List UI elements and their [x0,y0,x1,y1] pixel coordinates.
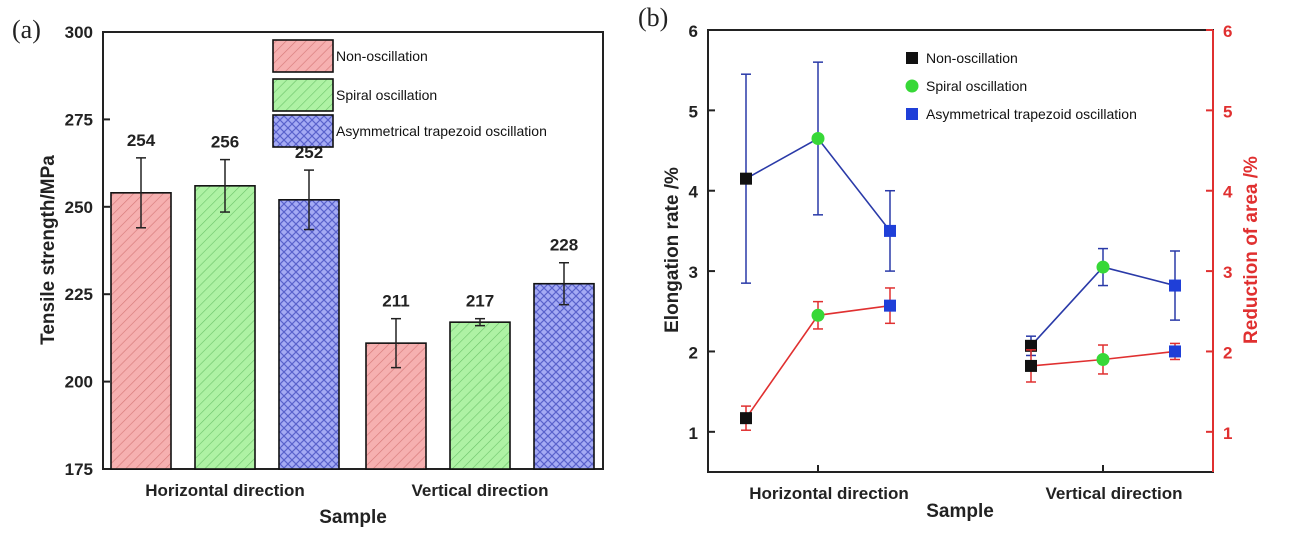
y-tick-label: 200 [65,373,93,392]
legend-label: Spiral oscillation [336,87,437,103]
chart-a-x-title: Sample [319,507,387,528]
reduction-of-area-point [740,412,752,425]
legend-label: Spiral oscillation [926,78,1027,94]
bar [194,185,256,470]
reduction-of-area-point [811,308,825,322]
x-category-label: Vertical direction [1046,484,1183,503]
elongation-point [740,172,752,185]
data-label: 256 [211,133,239,152]
legend-label: Asymmetrical trapezoid oscillation [926,106,1137,122]
chart-b-legend: Non-oscillation Spiral oscillation Asymmet… [905,50,1137,122]
y-tick-label: 1 [689,424,698,443]
y-right-tick-label: 2 [1223,343,1232,362]
data-label: 228 [550,236,578,255]
bar [449,321,511,470]
y-tick-label: 6 [689,22,698,41]
bar [110,192,172,470]
legend-marker [906,108,918,120]
elongation-point [1096,260,1110,274]
y-tick-label: 4 [689,183,699,202]
chart-b-y-axis: 1 2 3 4 5 6 [689,22,715,443]
reduction-of-area-point [1096,352,1110,366]
chart-b-x-title: Sample [926,501,994,522]
data-label: 254 [127,131,156,150]
chart-b-frame [707,29,1214,473]
legend-marker [906,52,918,64]
chart-b-y-right-title: Reduction of area /% [1241,156,1262,344]
y-right-tick-label: 6 [1223,22,1232,41]
y-right-tick-label: 5 [1223,102,1232,121]
chart-a-y-axis: 175 200 225 250 275 300 [65,23,110,479]
reduction-of-area-point [1169,345,1181,358]
legend-label: Non-oscillation [336,48,428,64]
chart-a: 175 200 225 250 275 300 254 256 252 211 217 228 Ho… [38,23,604,528]
reduction-of-area-point [884,299,896,312]
chart-b-x-axis: Horizontal direction Vertical direction [749,465,1183,503]
chart-b-y-axis-right: 1 2 3 4 5 6 [1206,22,1233,472]
chart-a-frame [102,31,604,470]
elongation-point [1169,279,1181,292]
y-tick-label: 175 [65,460,93,479]
y-right-tick-label: 3 [1223,263,1232,282]
y-tick-label: 2 [689,343,698,362]
x-category-label: Horizontal direction [145,481,305,500]
legend-marker [905,79,919,93]
elongation-point [1025,339,1037,352]
y-right-tick-label: 4 [1223,183,1233,202]
chart-a-bars: 254 256 252 211 217 228 [110,131,595,470]
chart-a-y-title: Tensile strength/MPa [38,155,59,345]
y-tick-label: 3 [689,263,698,282]
chart-b: 1 2 3 4 5 6 1 2 3 4 5 6 Horizontal direction Vertic… [662,22,1262,522]
y-tick-label: 300 [65,23,93,42]
data-label: 217 [466,292,494,311]
y-tick-label: 275 [65,110,93,129]
data-label: 211 [382,292,409,311]
y-tick-label: 5 [689,102,698,121]
chart-a-x-axis: Horizontal direction Vertical direction [145,481,548,500]
panel-b-label: (b) [638,3,668,32]
chart-b-y-title: Elongation rate /% [662,167,683,333]
y-right-tick-label: 1 [1223,424,1232,443]
chart-b-series [740,61,1181,431]
x-category-label: Horizontal direction [749,484,909,503]
chart-a-legend: Non-oscillation Spiral oscillation Asymmet… [272,39,547,148]
panel-a-label: (a) [12,15,41,44]
legend-swatch [272,39,334,73]
elongation-point [884,224,896,237]
bar [278,199,340,470]
y-tick-label: 250 [65,198,93,217]
data-label: 252 [295,143,323,162]
elongation-point [811,131,825,145]
legend-swatch [272,114,334,148]
y-tick-label: 225 [65,285,93,304]
legend-swatch [272,78,334,112]
x-category-label: Vertical direction [412,481,549,500]
legend-label: Non-oscillation [926,50,1018,66]
legend-label: Asymmetrical trapezoid oscillation [336,123,547,139]
reduction-of-area-point [1025,359,1037,372]
bar [533,282,595,470]
